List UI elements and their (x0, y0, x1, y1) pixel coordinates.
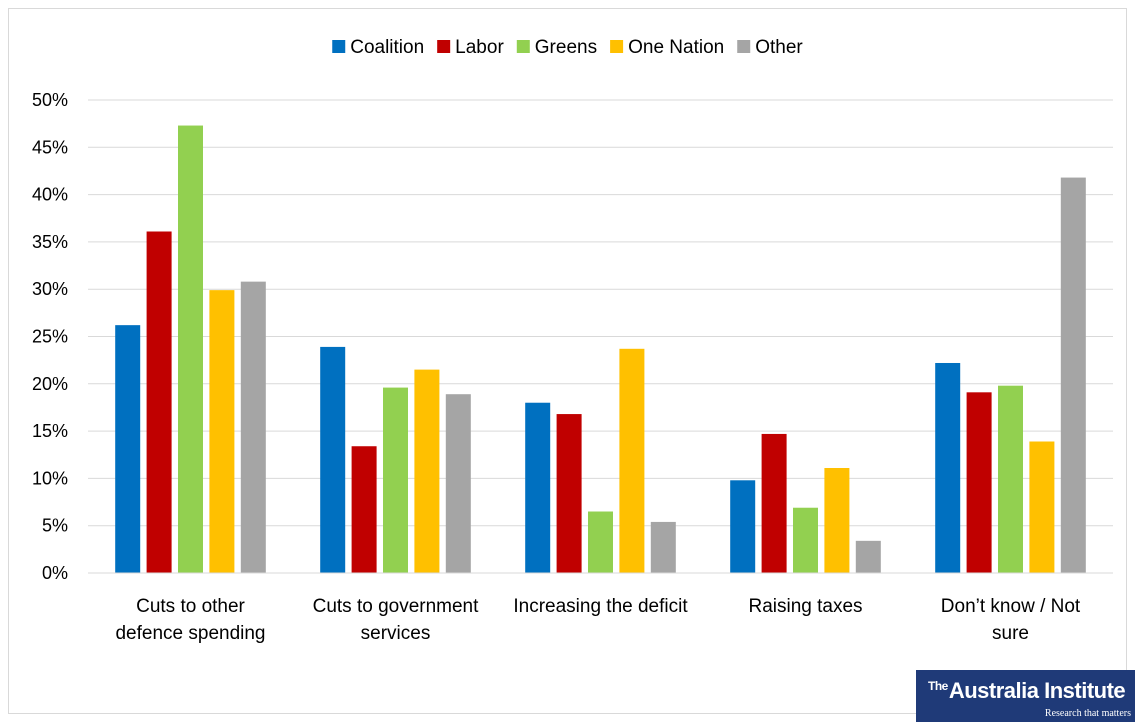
bar-one-nation (1029, 441, 1055, 573)
logo-tagline: Research that matters (1044, 708, 1131, 719)
bar-coalition (935, 362, 961, 573)
bar-greens (793, 507, 818, 573)
bar-labor (351, 446, 377, 573)
bar-other (650, 521, 676, 573)
y-tick-label: 5% (42, 516, 68, 536)
category-label: Increasing the deficit (513, 596, 688, 617)
y-tick-label: 20% (32, 374, 68, 394)
bar-one-nation (209, 290, 235, 573)
y-tick-label: 40% (32, 185, 68, 205)
bar-other (445, 394, 471, 573)
y-tick-label: 35% (32, 232, 68, 252)
category-label: Don’t know / Not sure (941, 596, 1081, 644)
y-tick-label: 0% (42, 563, 68, 583)
bar-greens (998, 385, 1023, 573)
bar-labor (146, 231, 172, 573)
bar-coalition (115, 325, 141, 573)
y-tick-label: 50% (32, 90, 68, 110)
legend-label: Labor (455, 37, 504, 58)
bar-other (240, 281, 266, 573)
legend-label: One Nation (628, 37, 724, 58)
legend-swatch (737, 40, 751, 53)
legend-label: Greens (535, 37, 597, 58)
bar-greens (178, 125, 203, 574)
logo-wordmark: TheAustralia Institute (928, 678, 1126, 704)
bar-coalition (525, 402, 551, 573)
legend-swatch (516, 40, 530, 53)
bar-one-nation (414, 369, 440, 573)
bar-greens (383, 387, 408, 573)
bars (115, 125, 1086, 574)
bar-labor (556, 414, 582, 573)
y-axis-tick-labels: 0% 5% 10% 15% 20% 25% 30% 35% 40% 45% 50% (32, 90, 68, 583)
bar-coalition (320, 346, 346, 573)
category-label: Cuts to other defence spending (115, 596, 265, 644)
legend-item-coalition: Coalition (332, 37, 424, 58)
category-labels: Cuts to other defence spending Cuts to gov… (115, 596, 1080, 644)
logo-the: The (928, 679, 948, 693)
y-tick-label: 15% (32, 421, 68, 441)
legend-swatch (332, 40, 346, 53)
legend-item-other: Other (737, 37, 803, 58)
y-tick-label: 30% (32, 279, 68, 299)
australia-institute-logo: TheAustralia Institute Research that mat… (916, 670, 1135, 722)
legend-item-greens: Greens (516, 37, 597, 58)
category-label: Cuts to government services (313, 596, 480, 644)
legend-label: Coalition (350, 37, 424, 58)
legend: Coalition Labor Greens One Nation Other (332, 37, 803, 58)
logo-name: Australia Institute (948, 678, 1126, 703)
bar-one-nation (824, 467, 850, 573)
y-tick-label: 25% (32, 327, 68, 347)
legend-swatch (610, 40, 624, 53)
legend-label: Other (755, 37, 803, 58)
bar-greens (588, 511, 613, 573)
bar-other (855, 540, 881, 573)
bar-coalition (730, 480, 756, 573)
legend-item-labor: Labor (437, 37, 504, 58)
bar-one-nation (619, 348, 645, 573)
bar-labor (966, 392, 992, 573)
legend-swatch (437, 40, 451, 53)
y-tick-label: 45% (32, 137, 68, 157)
y-tick-label: 10% (32, 468, 68, 488)
category-label: Raising taxes (748, 596, 862, 617)
bar-labor (761, 433, 787, 573)
legend-item-one-nation: One Nation (610, 37, 724, 58)
bar-other (1060, 177, 1086, 573)
